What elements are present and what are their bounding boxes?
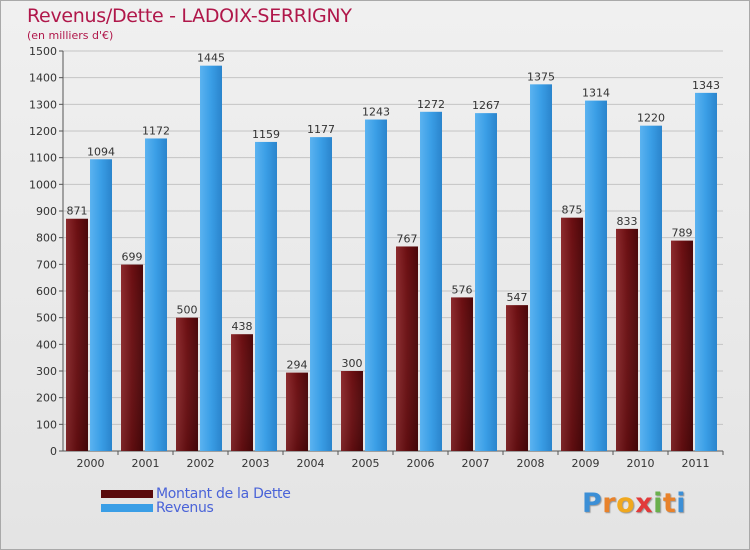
bar-revenue [310,137,332,451]
x-tick-label: 2007 [462,457,490,470]
bar-debt-shade [176,317,198,451]
bar-revenue [365,119,387,452]
data-label-debt: 833 [617,215,638,228]
data-label-debt: 294 [287,359,308,372]
data-label-debt: 871 [67,205,88,218]
data-label-revenue: 1159 [252,128,280,141]
legend-swatch-debt [101,490,153,498]
chart-subtitle: (en milliers d'€) [27,29,114,42]
y-tick-label: 200 [36,392,57,405]
bar-debt-shade [121,264,143,451]
logo-letter: i [676,488,687,519]
bar-debt-shade [616,228,638,451]
y-tick-label: 400 [36,338,57,351]
data-label-debt: 767 [397,232,418,245]
x-tick-label: 2001 [132,457,160,470]
bar-revenue [475,113,497,451]
y-tick-label: 900 [36,205,57,218]
y-tick-label: 1000 [29,178,57,191]
x-tick-label: 2008 [517,457,545,470]
data-label-debt: 699 [122,251,143,264]
y-tick-label: 0 [50,445,57,458]
y-tick-label: 1200 [29,125,57,138]
data-label-revenue: 1094 [87,145,115,158]
x-tick-label: 2005 [352,457,380,470]
x-tick-label: 2006 [407,457,435,470]
data-label-revenue: 1343 [692,79,720,92]
y-tick-label: 300 [36,365,57,378]
bar-debt-shade [66,218,88,451]
data-label-debt: 875 [562,204,583,217]
data-label-debt: 300 [342,357,363,370]
bar-revenue [255,141,277,451]
bar-revenue [200,65,222,452]
data-label-debt: 547 [507,291,528,304]
bar-revenue [145,138,167,451]
data-label-revenue: 1272 [417,98,445,111]
data-label-revenue: 1172 [142,124,170,137]
logo-letter: r [602,488,617,519]
x-tick-label: 2003 [242,457,270,470]
bar-revenue [420,111,442,452]
data-label-debt: 789 [672,227,693,240]
bar-debt-shade [396,246,418,451]
logo-letter: o [616,488,636,519]
data-label-debt: 438 [232,320,253,333]
bar-revenue [90,159,112,451]
y-tick-label: 100 [36,418,57,431]
legend-label-revenue: Revenus [156,500,214,516]
x-tick-label: 2002 [187,457,215,470]
x-tick-label: 2000 [77,457,105,470]
data-label-debt: 500 [177,304,198,317]
x-tick-label: 2010 [627,457,655,470]
data-label-revenue: 1445 [197,52,225,65]
bar-debt-shade [231,334,253,451]
bar-revenue [530,84,552,451]
bar-revenue [640,125,662,452]
bar-debt-shade [506,305,528,451]
bar-revenue [585,100,607,451]
y-tick-label: 600 [36,285,57,298]
bar-debt-shade [561,217,583,451]
bar-debt-shade [286,372,308,451]
data-label-revenue: 1267 [472,99,500,112]
bar-debt-shade [671,240,693,451]
chart-title: Revenus/Dette - LADOIX-SERRIGNY [27,5,352,27]
logo-letter: i [653,488,663,519]
data-label-revenue: 1177 [307,123,335,136]
x-tick-label: 2009 [572,457,600,470]
bar-debt-shade [451,297,473,451]
data-label-revenue: 1220 [637,112,665,125]
legend-swatch-revenue [101,504,153,512]
data-label-revenue: 1243 [362,106,390,119]
y-tick-label: 500 [36,312,57,325]
y-tick-label: 1100 [29,152,57,165]
bar-revenue [695,92,717,451]
bars-layer [66,65,717,452]
bar-debt-shade [341,371,363,451]
data-label-revenue: 1375 [527,70,555,83]
legend-label-debt: Montant de la Dette [156,486,291,502]
logo-letter: P [582,488,603,519]
y-tick-label: 1300 [29,98,57,111]
logo-letter: t [662,488,677,519]
proxiti-logo: Proxiti [582,488,686,519]
logo-letter: x [635,488,654,519]
x-tick-label: 2011 [682,457,710,470]
grid-layer [59,50,724,455]
y-tick-label: 1400 [29,72,57,85]
data-label-revenue: 1314 [582,87,610,100]
y-tick-label: 800 [36,232,57,245]
y-tick-label: 700 [36,258,57,271]
y-tick-label: 1500 [29,45,57,58]
labels-layer: 0 100 200 300 400 500 600 700 800 900 1000 1100 1200… [29,45,720,470]
x-tick-label: 2004 [297,457,325,470]
data-label-debt: 576 [452,283,473,296]
